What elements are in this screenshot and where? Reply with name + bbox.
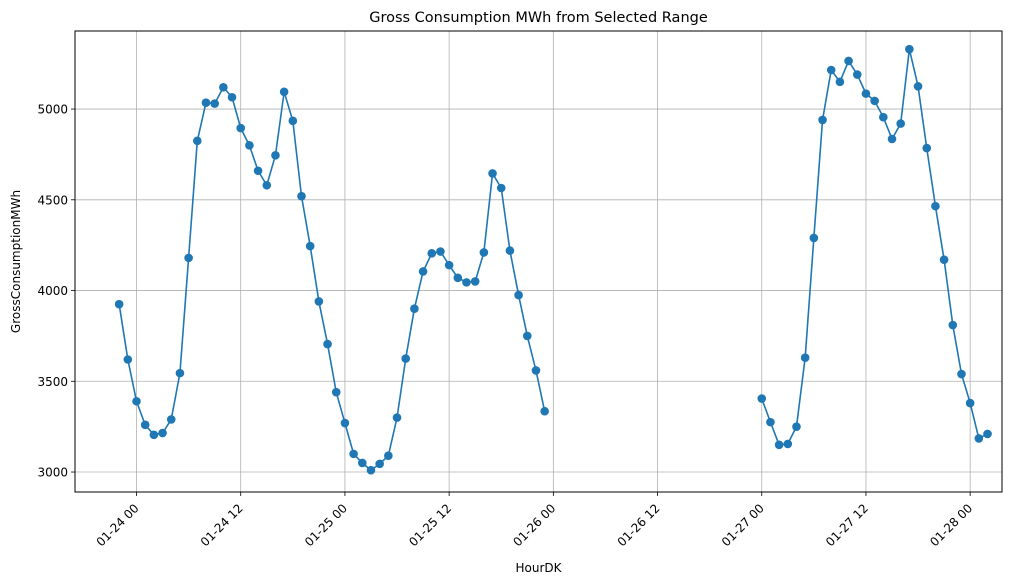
data-point	[323, 339, 332, 349]
data-point	[392, 413, 402, 422]
data-point	[800, 353, 810, 362]
data-point	[314, 297, 324, 306]
data-point	[496, 183, 506, 193]
data-point	[366, 465, 376, 475]
data-point	[540, 406, 549, 416]
data-point	[922, 143, 932, 153]
data-point	[887, 134, 897, 144]
data-point	[288, 116, 298, 126]
x-axis-label: HourDK	[515, 561, 562, 575]
data-point	[132, 396, 141, 406]
gridlines	[75, 31, 1002, 492]
data-point	[140, 420, 150, 430]
data-point	[271, 151, 280, 160]
data-point	[245, 141, 254, 150]
data-point	[410, 304, 419, 313]
y-tick-label: 4500	[37, 193, 68, 207]
data-point	[375, 459, 384, 469]
data-point	[305, 241, 315, 251]
data-point	[436, 247, 445, 256]
data-point	[175, 368, 185, 378]
data-point	[522, 331, 532, 341]
y-axis-ticks: 3000 3500 4000 4500 5000	[37, 103, 75, 480]
data-point	[114, 299, 124, 309]
data-point	[418, 267, 428, 276]
data-point	[844, 56, 853, 66]
data-point	[462, 278, 471, 287]
data-point	[913, 82, 923, 91]
data-point	[201, 98, 211, 107]
y-tick-label: 4000	[37, 284, 68, 298]
data-point	[809, 233, 819, 243]
data-point	[357, 458, 367, 468]
data-point	[896, 119, 905, 128]
y-axis-label: GrossConsumptionMWh	[9, 190, 23, 333]
y-tick-label: 5000	[37, 103, 68, 117]
data-point	[470, 277, 480, 286]
data-point	[905, 44, 914, 54]
data-point	[184, 253, 193, 263]
data-point	[488, 169, 497, 178]
data-point	[297, 191, 306, 201]
data-point	[818, 115, 827, 125]
data-point	[965, 398, 975, 408]
data-point	[166, 415, 176, 424]
data-point	[219, 82, 228, 92]
data-point	[870, 96, 879, 106]
data-point	[384, 451, 393, 461]
data-point	[931, 201, 940, 211]
data-point	[826, 65, 836, 75]
data-point	[939, 255, 949, 264]
data-point	[279, 87, 289, 97]
data-point	[158, 428, 167, 438]
data-point	[879, 112, 888, 122]
data-point	[505, 246, 515, 255]
y-tick-label: 3000	[37, 466, 68, 480]
data-point	[149, 430, 159, 440]
chart-title: Gross Consumption MWh from Selected Rang…	[369, 10, 708, 26]
data-point	[774, 440, 784, 450]
data-point	[983, 429, 992, 439]
plot-frame	[74, 30, 1003, 493]
data-point	[123, 355, 133, 364]
data-point	[227, 92, 237, 102]
data-point	[210, 99, 219, 108]
data-point	[957, 369, 966, 379]
data-point	[192, 136, 202, 146]
data-point	[852, 70, 862, 79]
data-point	[453, 273, 463, 283]
data-point	[340, 418, 350, 428]
data-point	[444, 260, 454, 270]
data-point	[974, 434, 984, 443]
data-point	[253, 166, 263, 176]
data-point	[331, 387, 341, 397]
data-point	[349, 449, 358, 459]
data-point	[766, 417, 775, 427]
data-point	[948, 320, 958, 330]
data-point	[236, 123, 246, 133]
data-point	[531, 366, 541, 375]
data-point	[783, 439, 793, 449]
data-point	[479, 248, 489, 257]
data-point	[427, 249, 437, 258]
data-point	[835, 77, 845, 87]
data-point	[861, 89, 871, 98]
data-point	[401, 354, 411, 363]
data-point	[792, 422, 801, 431]
data-point	[262, 180, 272, 190]
data-point	[757, 394, 767, 403]
data-point	[514, 290, 523, 300]
y-tick-label: 3500	[37, 375, 68, 389]
data-points	[114, 44, 992, 475]
